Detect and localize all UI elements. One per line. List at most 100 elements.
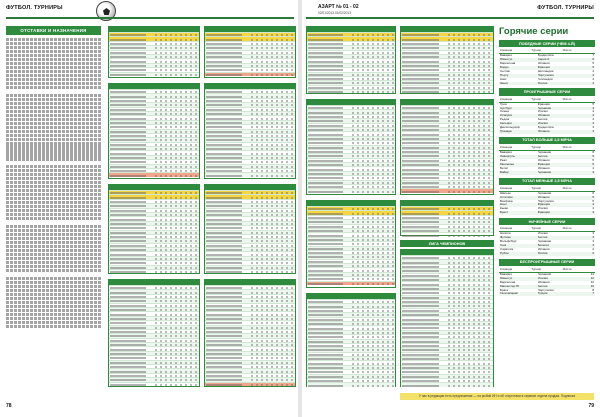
league-table: [108, 26, 200, 78]
hot-series-cell: Ювентус: [500, 276, 513, 280]
column-header: Турнир: [531, 145, 542, 150]
hot-series-cell: Германия: [537, 240, 552, 244]
hot-series-row: Бавария Германия 14: [499, 273, 595, 277]
hot-series-heading: НИЧЕЙНЫЕ СЕРИИ: [499, 218, 595, 226]
hot-series-row: Манчестер Ю Англия 10: [499, 284, 595, 289]
hot-series-cell: Германия: [537, 106, 552, 110]
hot-series-cell: 3: [592, 240, 594, 244]
hot-series-cell: 4: [592, 170, 594, 174]
issue-number: АЗАРТ № 01 - 02: [318, 4, 359, 10]
hot-series-cell: 3: [592, 232, 594, 236]
hot-series-cell: Германия: [537, 151, 552, 155]
hot-series-cell: Португалия: [537, 288, 554, 292]
hot-series-cell: Гранада: [500, 129, 512, 133]
league-table: [400, 99, 494, 195]
right-page-number: 79: [588, 403, 594, 409]
hot-series-cell: Монпелье: [500, 162, 515, 166]
article-column: ОТСТАВКИ И НАЗНАЧЕНИЯ: [6, 26, 101, 328]
hot-series-panel: Горячие серии ПОБЕДНЫЕ СЕРИИ (ЧЕМ 4-Й) Ко…: [499, 26, 595, 297]
hot-series-cell: Франция: [537, 65, 550, 69]
hot-series-heading: ПРОИГРЫШНЫЕ СЕРИИ: [499, 88, 595, 96]
article-section-title: ОТСТАВКИ И НАЗНАЧЕНИЯ: [6, 26, 101, 35]
left-page: ФУТБОЛ. ТУРНИРЫ ОТСТАВКИ И НАЗНАЧЕНИЯ: [0, 0, 298, 417]
hot-series-title: Горячие серии: [499, 26, 569, 37]
hot-series-cell: 6: [592, 151, 594, 155]
hot-series-cell: Англия: [537, 236, 548, 240]
hot-series-row: Ювентус Серия А 6: [499, 58, 595, 62]
hot-series-cell: 5: [592, 102, 594, 106]
hot-series-cell: 5: [592, 154, 594, 158]
league-table: [306, 200, 396, 288]
hot-series-row: Фулхэм Англия 3: [499, 236, 595, 241]
right-page-header: ФУТБОЛ. ТУРНИРЫ: [537, 5, 594, 11]
hot-series-cell: Шальке: [500, 191, 511, 195]
hot-series-heading: ПОБЕДНЫЕ СЕРИИ (ЧЕМ 4-Й): [499, 40, 595, 48]
hot-series-cell: 5: [592, 162, 594, 166]
hot-series-row: Кьево Италия 4: [499, 207, 595, 211]
hot-series-cell: Испания: [537, 166, 550, 170]
hot-series-cell: Италия: [537, 207, 548, 211]
issue-info: АЗАРТ № 01 - 02 02/01/2013-01/02/2013: [318, 4, 359, 15]
hot-series-cell: 3: [592, 126, 594, 130]
league-table: [108, 279, 200, 387]
league-table: [400, 26, 494, 94]
column-header: Команда: [500, 226, 513, 231]
hot-series-columns: Команда Турнир Матчи: [499, 185, 595, 192]
hot-series-row: Кальяри Италия 3: [499, 122, 595, 127]
hot-series-cell: Франция: [537, 162, 550, 166]
hot-series-heading: ТОТАЛ БОЛЬШЕ 2,5 МЯЧА: [499, 136, 595, 145]
article-body: [6, 38, 101, 328]
hot-series-cell: 8: [592, 288, 594, 292]
hot-series-cell: 2: [592, 251, 594, 255]
hot-series-cell: 7: [592, 292, 594, 296]
column-header: Турнир: [531, 185, 542, 190]
hot-series-cell: Нант: [500, 203, 507, 207]
hot-series-cell: 10: [590, 284, 594, 288]
hot-series-heading: ТОТАЛ МЕНЬШЕ 2,5 МЯЧА: [499, 177, 595, 185]
hot-series-cell: Франция: [537, 203, 550, 207]
left-page-number: 78: [6, 403, 12, 409]
hot-series-row: Барселона Испания 5: [499, 62, 595, 66]
column-header: Матчи: [562, 266, 572, 271]
hot-series-row: Генк Бельгия 3: [499, 244, 595, 248]
hot-series-columns: Команда Турнир Матчи: [499, 47, 595, 55]
hot-series-cell: 5: [592, 199, 594, 203]
hot-series-cell: 4: [592, 69, 594, 73]
hot-series-cell: 7: [592, 54, 594, 58]
hot-series-cell: Германия: [537, 191, 552, 195]
hot-series-cell: Сиена: [500, 110, 509, 114]
hot-series-cell: 3: [592, 129, 594, 133]
column-header: Матчи: [562, 48, 572, 53]
hot-series-cell: Ливерпуль: [500, 154, 515, 158]
hot-series-cell: Аугсбург: [500, 106, 512, 110]
hot-series-cell: 4: [592, 211, 594, 215]
hot-series-cell: Осасуна: [500, 114, 512, 118]
hot-series-cell: 4: [592, 73, 594, 77]
hot-series-row: Рединг Англия 4: [499, 118, 595, 122]
hot-series-cell: Англия: [537, 154, 548, 158]
hot-series-row: Аугсбург Германия 4: [499, 106, 595, 111]
hot-series-row: Барселона Испания 12: [499, 281, 595, 285]
hot-series-cell: 12: [590, 280, 594, 284]
league-table: [204, 83, 296, 179]
hot-series-cell: 5: [592, 195, 594, 199]
hot-series-cell: Португалия: [537, 73, 554, 77]
hot-series-cell: Италия: [537, 276, 548, 280]
hot-series-cell: Селтик: [500, 69, 510, 73]
hot-series-columns: Команда Турнир Матчи: [499, 96, 595, 103]
hot-series-columns: Команда Турнир Матчи: [499, 266, 595, 273]
hot-series-row: Атлетико Испания 5: [499, 195, 595, 200]
hot-series-cell: Испания: [537, 129, 550, 133]
hot-series-cell: 2: [592, 247, 594, 251]
issue-dates: 02/01/2013-01/02/2013: [318, 11, 351, 15]
hot-series-cell: Кьево: [500, 207, 509, 211]
league-table: [400, 200, 494, 237]
hot-series-row: Наполи Италия 3: [499, 232, 595, 236]
hot-series-cell: Зенит: [500, 81, 509, 85]
hot-series-cell: Серия А: [537, 58, 550, 62]
hot-series-cell: Дюссельдорф: [500, 126, 520, 130]
hot-series-cell: 5: [592, 65, 594, 69]
hot-series-cell: Германия: [537, 170, 552, 174]
soccer-ball-icon: [96, 1, 116, 21]
hot-series-cell: Бавария: [500, 272, 512, 276]
